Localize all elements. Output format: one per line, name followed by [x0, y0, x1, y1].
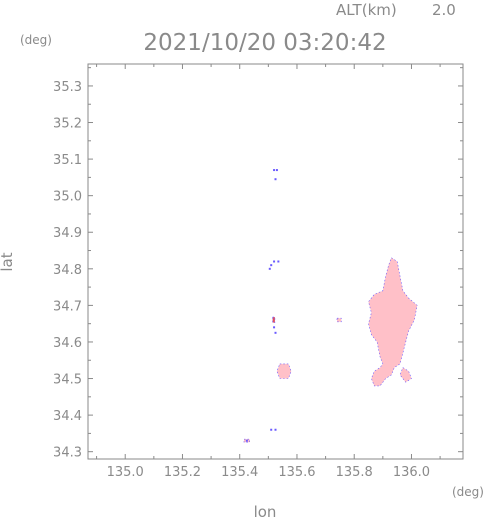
y-tick-label: 34.5 [53, 373, 82, 388]
echo-regions [243, 257, 418, 443]
echo-region-speck-135.52-34.66 [272, 316, 276, 323]
altitude-label: ALT(km) [336, 1, 397, 19]
echo-speck [273, 260, 276, 263]
x-tick-label: 136.0 [393, 465, 430, 480]
echo-region-east-cell-tail [399, 367, 412, 383]
echo-speck [268, 267, 271, 270]
echo-region-east-cell [368, 257, 418, 387]
x-tick-label: 135.4 [221, 465, 258, 480]
y-tick-label: 35.3 [53, 80, 82, 95]
echo-speck [274, 331, 277, 334]
x-tick-label: 135.8 [336, 465, 373, 480]
echo-specks [245, 169, 280, 442]
y-tick-label: 35.1 [53, 153, 82, 168]
y-tick-label: 34.9 [53, 226, 82, 241]
x-tick-label: 135.2 [164, 465, 201, 480]
y-tick-label: 35.0 [53, 190, 82, 205]
y-tick-label: 34.7 [53, 299, 82, 314]
y-tick-label: 34.6 [53, 336, 82, 351]
altitude-value: 2.0 [432, 1, 456, 19]
x-axis-title: lon [254, 503, 277, 521]
echo-speck [270, 428, 273, 431]
echo-speck [270, 264, 273, 267]
axis-ticks [88, 64, 463, 459]
echo-speck [274, 178, 277, 181]
echo-speck [245, 439, 248, 442]
echo-speck [277, 260, 280, 263]
x-unit-label: (deg) [452, 485, 484, 499]
y-tick-label: 35.2 [53, 117, 82, 132]
y-tick-label: 34.8 [53, 263, 82, 278]
x-tick-label: 135.0 [107, 465, 144, 480]
echo-speck [275, 169, 278, 172]
y-unit-label: (deg) [20, 33, 52, 47]
echo-region-speck-135.75 [336, 317, 342, 323]
y-tick-label: 34.4 [53, 409, 82, 424]
echo-speck [273, 169, 276, 172]
echo-region-central-cell [276, 363, 292, 379]
echo-speck [274, 428, 277, 431]
x-tick-label: 135.6 [278, 465, 315, 480]
echo-speck [273, 326, 276, 329]
y-axis-title: lat [0, 252, 16, 271]
plot-frame [87, 63, 464, 460]
tick-labels: 135.0 135.2 135.4 135.6 135.8 136.0 34.3 34.4 34… [53, 80, 430, 480]
y-tick-label: 34.3 [53, 446, 82, 461]
chart-title: 2021/10/20 03:20:42 [143, 30, 386, 56]
